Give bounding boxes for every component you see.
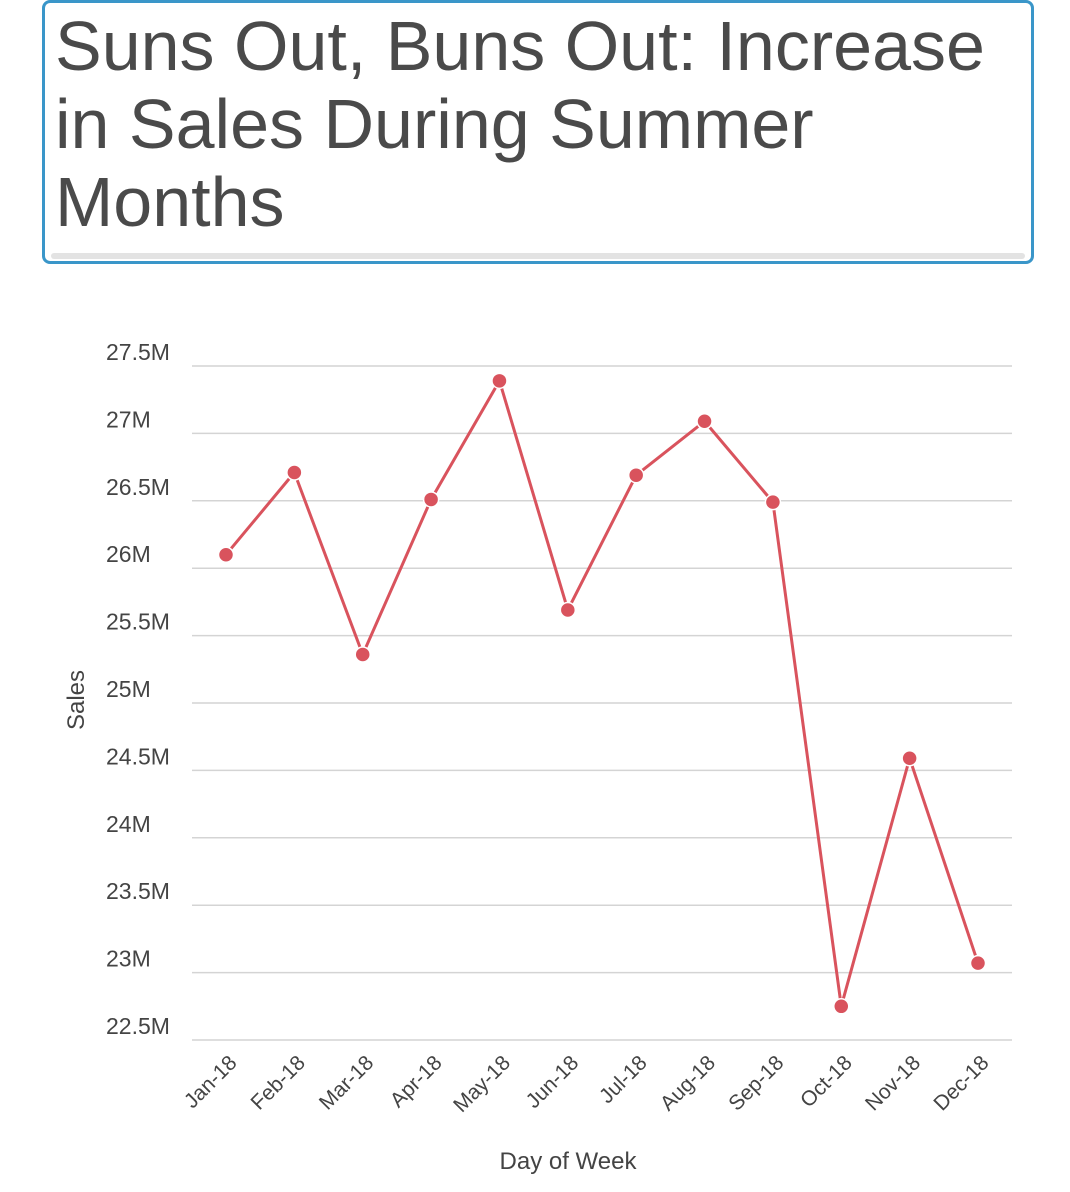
x-tick-label: Aug-18 <box>656 1051 720 1115</box>
x-tick-label: Sep-18 <box>724 1051 788 1115</box>
y-axis-label: Sales <box>63 670 90 730</box>
data-point[interactable] <box>969 954 987 972</box>
y-tick-label: 27M <box>106 406 151 432</box>
y-tick-label: 25.5M <box>106 609 170 635</box>
x-tick-label: Jan-18 <box>180 1051 242 1113</box>
data-point[interactable] <box>833 998 850 1015</box>
y-tick-label: 26.5M <box>106 474 170 500</box>
x-tick-label: Mar-18 <box>315 1051 378 1114</box>
x-axis-ticks: Jan-18 Feb-18 Mar-18 Apr-18 May-18 Jun-18 Jul-… <box>180 1051 994 1117</box>
y-tick-label: 25M <box>106 676 151 702</box>
title-box-shadow <box>51 253 1025 259</box>
x-tick-label: Nov-18 <box>861 1051 925 1115</box>
x-tick-label: May-18 <box>449 1051 515 1117</box>
data-point[interactable] <box>286 464 303 481</box>
x-tick-label: Oct-18 <box>796 1051 857 1112</box>
data-point[interactable] <box>901 750 918 767</box>
data-point[interactable] <box>627 466 645 484</box>
y-tick-label: 24M <box>106 811 151 837</box>
x-tick-label: Apr-18 <box>386 1051 447 1112</box>
x-tick-label: Feb-18 <box>247 1051 310 1114</box>
x-tick-label: Dec-18 <box>929 1051 993 1115</box>
line-chart: 22.5M 23M 23.5M 24M 24.5M 25M 25.5M 26M 26.5M 27M… <box>63 339 1012 1175</box>
data-point[interactable] <box>217 546 235 563</box>
gridlines <box>192 365 1012 1041</box>
data-point[interactable] <box>764 493 782 511</box>
data-point[interactable] <box>696 413 713 430</box>
y-axis-ticks: 22.5M 23M 23.5M 24M 24.5M 25M 25.5M 26M 26.5M 27M… <box>106 339 170 1039</box>
x-tick-label: Jul-18 <box>595 1051 652 1108</box>
series-line <box>224 379 980 1008</box>
chart-title: Suns Out, Buns Out: Increase in Sales Du… <box>55 7 985 241</box>
series-group <box>217 372 987 1015</box>
x-tick-label: Jun-18 <box>522 1051 584 1113</box>
y-tick-label: 23.5M <box>106 878 170 904</box>
x-axis-label: Day of Week <box>500 1148 638 1175</box>
data-point[interactable] <box>422 491 440 508</box>
y-tick-label: 23M <box>106 946 151 972</box>
data-point[interactable] <box>559 601 577 619</box>
y-tick-label: 26M <box>106 541 151 567</box>
chart-title-box: Suns Out, Buns Out: Increase in Sales Du… <box>42 0 1034 264</box>
data-point[interactable] <box>354 646 371 663</box>
y-tick-label: 22.5M <box>106 1013 170 1039</box>
y-tick-label: 24.5M <box>106 743 170 769</box>
data-point[interactable] <box>491 372 508 390</box>
y-tick-label: 27.5M <box>106 339 170 365</box>
